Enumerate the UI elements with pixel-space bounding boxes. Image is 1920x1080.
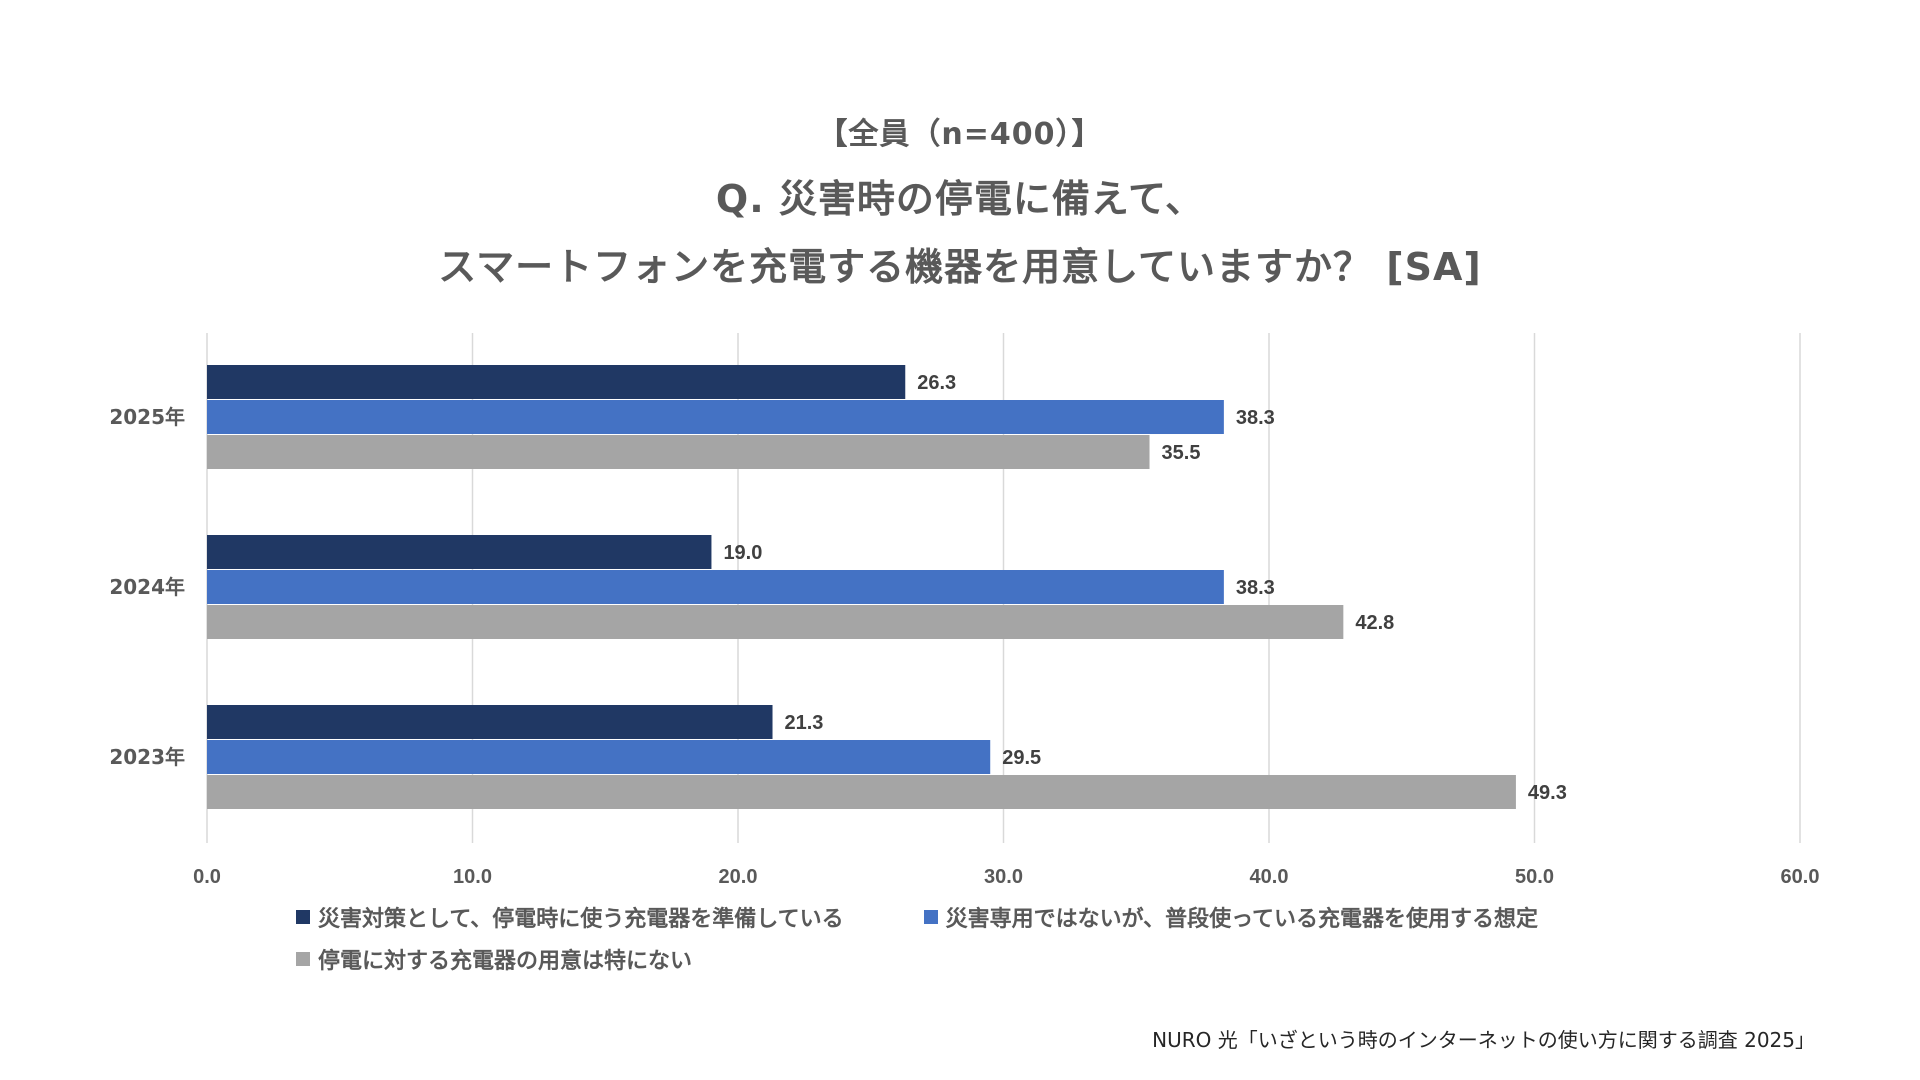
- chart-title-line-1: Q. 災害時の停電に備えて、: [715, 177, 1205, 221]
- legend-swatch-series-2: [923, 910, 938, 924]
- legend-swatch-series-1: [296, 910, 310, 924]
- data-label-series-3-category-1: 42.8: [1355, 612, 1394, 634]
- category-label-1: 2024年: [109, 575, 185, 599]
- data-label-series-2-category-0: 38.3: [1236, 407, 1275, 429]
- legend: 災害対策として、停電時に使う充電器を準備している 災害専用ではないが、普段使って…: [296, 896, 1796, 980]
- x-tick-label-5: 50.0: [1515, 866, 1554, 888]
- x-tick-label-3: 30.0: [984, 866, 1023, 888]
- x-tick-label-2: 20.0: [719, 866, 758, 888]
- bar-series-2-category-2: [207, 740, 991, 774]
- data-label-series-1-category-2: 21.3: [785, 712, 824, 734]
- chart-title-line-2: スマートフォンを充電する機器を用意していますか？ [SA]: [438, 245, 1482, 289]
- legend-label-series-2: 災害専用ではないが、普段使っている充電器を使用する想定: [945, 907, 1539, 932]
- bar-series-1-category-1: [207, 535, 712, 569]
- data-label-series-1-category-1: 19.0: [723, 542, 762, 564]
- data-label-series-2-category-2: 29.5: [1002, 747, 1041, 769]
- bar-series-1-category-0: [207, 365, 906, 399]
- x-tick-label-6: 60.0: [1781, 866, 1820, 888]
- source-note: NURO 光「いざという時のインターネットの使い方に関する調査 2025」: [1152, 1028, 1815, 1052]
- bar-series-2-category-0: [207, 400, 1224, 434]
- data-label-series-2-category-1: 38.3: [1236, 577, 1275, 599]
- x-tick-label-1: 10.0: [453, 866, 492, 888]
- x-tick-label-0: 0.0: [193, 866, 221, 888]
- chart-subtitle: 【全員（n=400）】: [817, 117, 1103, 152]
- bars: [207, 365, 1516, 809]
- x-tick-label-4: 40.0: [1250, 866, 1289, 888]
- data-label-series-1-category-0: 26.3: [917, 372, 956, 394]
- category-label-0: 2025年: [109, 405, 185, 429]
- chart-title-block: 【全員（n=400）】 Q. 災害時の停電に備えて、 スマートフォンを充電する機…: [0, 112, 1920, 298]
- legend-row-1: 災害対策として、停電時に使う充電器を準備している 災害専用ではないが、普段使って…: [296, 896, 1796, 938]
- data-label-series-3-category-2: 49.3: [1528, 782, 1567, 804]
- legend-swatch-series-3: [296, 952, 310, 966]
- labels: 0.0 10.0 20.0 30.0 40.0 50.0 60.0 2025年 26.3 38.3…: [109, 372, 1819, 888]
- legend-row-2: 停電に対する充電器の用意は特にない: [296, 938, 1796, 980]
- bar-series-3-category-2: [207, 775, 1516, 809]
- bar-series-3-category-1: [207, 605, 1344, 639]
- legend-item-series-3: 停電に対する充電器の用意は特にない: [296, 943, 692, 975]
- data-label-series-3-category-0: 35.5: [1162, 442, 1201, 464]
- legend-label-series-1: 災害対策として、停電時に使う充電器を準備している: [318, 907, 844, 932]
- bar-series-2-category-1: [207, 570, 1224, 604]
- bar-series-1-category-2: [207, 705, 773, 739]
- bar-series-3-category-0: [207, 435, 1150, 469]
- category-label-2: 2023年: [109, 745, 185, 769]
- legend-item-series-2: 災害専用ではないが、普段使っている充電器を使用する想定: [923, 901, 1539, 933]
- legend-label-series-3: 停電に対する充電器の用意は特にない: [318, 949, 693, 974]
- legend-item-series-1: 災害対策として、停電時に使う充電器を準備している: [296, 901, 844, 933]
